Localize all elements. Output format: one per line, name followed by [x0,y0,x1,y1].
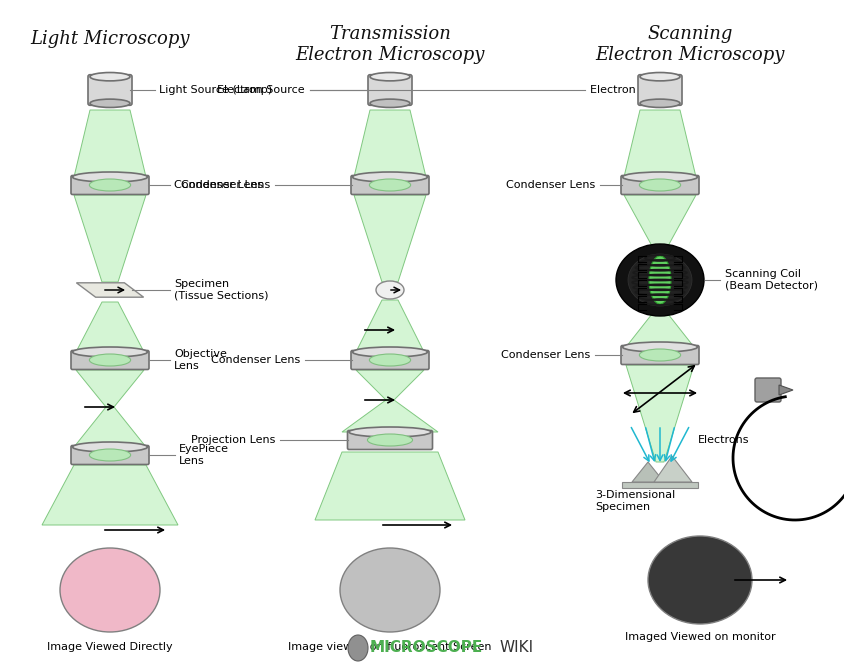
Text: Image Viewed Directly: Image Viewed Directly [47,642,173,652]
Polygon shape [74,110,146,177]
Text: Transmission
Electron Microscopy: Transmission Electron Microscopy [295,25,484,64]
Polygon shape [624,195,696,246]
Text: Electron Source: Electron Source [590,85,678,95]
FancyBboxPatch shape [351,350,429,370]
Polygon shape [626,314,694,347]
Ellipse shape [73,347,148,357]
Text: Condenser Lens: Condenser Lens [506,180,595,190]
Polygon shape [356,370,424,400]
Polygon shape [632,462,664,482]
Polygon shape [42,465,178,525]
Text: Electron Source: Electron Source [218,85,305,95]
Polygon shape [779,385,793,395]
Polygon shape [76,302,144,352]
Ellipse shape [370,179,411,191]
FancyBboxPatch shape [638,74,682,105]
Text: Imaged Viewed on monitor: Imaged Viewed on monitor [625,632,776,642]
Ellipse shape [73,172,148,182]
Text: Objective
Lens: Objective Lens [174,349,227,371]
Text: Light Source (Lamp): Light Source (Lamp) [159,85,272,95]
Ellipse shape [349,427,431,437]
Text: Light Microscopy: Light Microscopy [30,30,190,48]
Polygon shape [77,283,143,297]
Ellipse shape [367,434,413,446]
FancyBboxPatch shape [71,176,149,194]
FancyBboxPatch shape [368,74,412,105]
FancyBboxPatch shape [71,446,149,464]
Text: EyePiece
Lens: EyePiece Lens [179,444,229,466]
Polygon shape [315,452,465,520]
Text: Image viewed on fluoroscent Screen: Image viewed on fluoroscent Screen [289,642,492,652]
Ellipse shape [89,354,131,366]
Ellipse shape [353,172,428,182]
FancyBboxPatch shape [621,346,699,364]
Text: Scanning
Electron Microscopy: Scanning Electron Microscopy [595,25,785,64]
Ellipse shape [640,349,680,361]
Ellipse shape [89,449,131,461]
Ellipse shape [376,281,404,299]
Polygon shape [74,195,146,282]
Ellipse shape [648,536,752,624]
FancyBboxPatch shape [755,378,781,402]
Polygon shape [654,456,692,482]
Ellipse shape [640,99,680,108]
FancyBboxPatch shape [621,176,699,194]
Text: Electrons: Electrons [698,435,749,445]
Text: Condenser Lens: Condenser Lens [211,355,300,365]
Polygon shape [342,400,438,432]
FancyBboxPatch shape [348,430,432,450]
Polygon shape [356,300,424,352]
Ellipse shape [73,442,148,452]
Text: Condenser Lens: Condenser Lens [174,180,263,190]
Ellipse shape [340,548,440,632]
Text: Condenser Lens: Condenser Lens [181,180,270,190]
Polygon shape [626,365,694,462]
Ellipse shape [370,354,411,366]
Ellipse shape [623,172,697,182]
Ellipse shape [89,179,131,191]
Text: Projection Lens: Projection Lens [191,435,275,445]
Polygon shape [76,370,144,407]
Ellipse shape [623,342,697,352]
FancyBboxPatch shape [351,176,429,194]
Text: Scanning Coil
(Beam Detector): Scanning Coil (Beam Detector) [725,269,818,291]
Ellipse shape [90,99,130,108]
FancyBboxPatch shape [88,74,132,105]
Polygon shape [624,110,696,177]
Ellipse shape [640,179,680,191]
Polygon shape [354,110,426,177]
Ellipse shape [640,72,680,81]
FancyBboxPatch shape [71,350,149,370]
Text: Condenser Lens: Condenser Lens [500,350,590,360]
Ellipse shape [649,256,671,304]
Text: 3-Dimensional
Specimen: 3-Dimensional Specimen [595,490,675,511]
Text: Specimen
(Tissue Sections): Specimen (Tissue Sections) [174,279,268,301]
Ellipse shape [370,99,410,108]
Text: WIKI: WIKI [500,640,534,656]
Polygon shape [354,195,426,282]
Ellipse shape [353,347,428,357]
Ellipse shape [628,254,692,306]
Ellipse shape [90,72,130,81]
Ellipse shape [60,548,160,632]
Ellipse shape [370,72,410,81]
Polygon shape [74,407,146,447]
Polygon shape [622,482,698,488]
Ellipse shape [348,635,368,661]
Ellipse shape [616,244,704,316]
Text: MICROSCOPE: MICROSCOPE [370,640,484,656]
